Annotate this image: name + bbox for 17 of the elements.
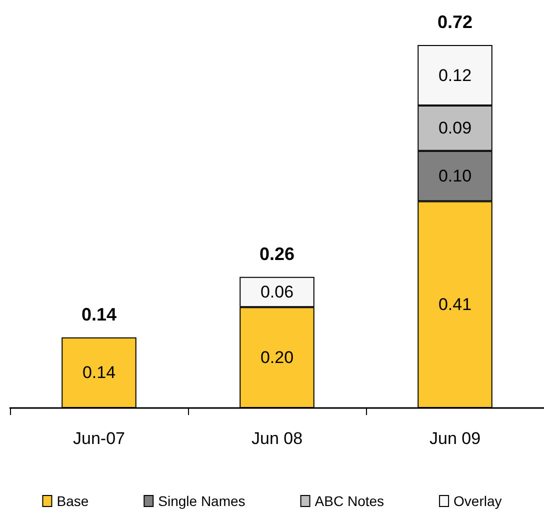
legend-label: Overlay <box>454 493 502 509</box>
x-tick-label: Jun-07 <box>73 429 125 448</box>
x-tick-label: Jun 08 <box>251 429 303 448</box>
data-label: 0.09 <box>438 118 472 138</box>
total-label: 0.26 <box>259 244 295 264</box>
data-label: 0.14 <box>82 363 116 382</box>
data-label: 0.06 <box>260 282 294 302</box>
legend-label: ABC Notes <box>314 493 384 509</box>
legend-label: Single Names <box>158 493 246 509</box>
data-label: 0.10 <box>438 166 472 186</box>
data-label: 0.20 <box>260 348 294 368</box>
data-label: 0.41 <box>438 295 472 314</box>
legend-label: Base <box>56 493 89 509</box>
total-label: 0.14 <box>81 304 117 324</box>
x-tick-label: Jun 09 <box>429 429 481 448</box>
total-label: 0.72 <box>437 12 473 32</box>
data-label: 0.12 <box>438 66 472 85</box>
